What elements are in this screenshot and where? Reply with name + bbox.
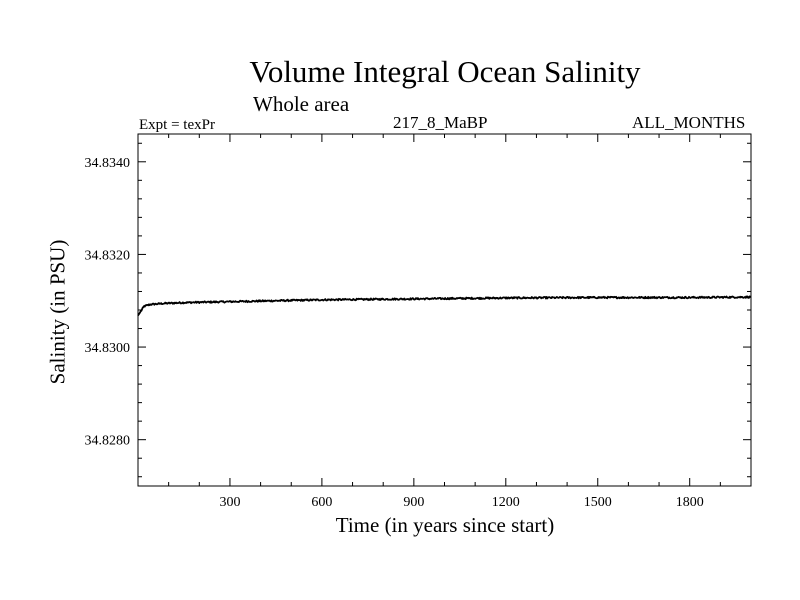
months-label: ALL_MONTHS <box>632 113 746 132</box>
x-tick-label: 600 <box>311 495 332 510</box>
y-tick-label: 34.8340 <box>85 156 131 171</box>
y-axis-label: Salinity (in PSU) <box>45 239 70 385</box>
x-tick-label: 1800 <box>676 495 704 510</box>
chart-title: Volume Integral Ocean Salinity <box>249 54 641 89</box>
x-axis-label: Time (in years since start) <box>335 513 555 537</box>
x-tick-label: 1500 <box>584 495 612 510</box>
x-tick-label: 1200 <box>492 495 520 510</box>
experiment-label: Expt = texPr <box>139 117 215 133</box>
x-tick-label: 300 <box>219 495 240 510</box>
y-tick-label: 34.8300 <box>85 341 131 356</box>
salinity-series-line <box>137 295 752 317</box>
x-tick-label: 900 <box>403 495 424 510</box>
y-tick-label: 34.8320 <box>85 248 131 263</box>
y-tick-label: 34.8280 <box>85 434 131 449</box>
chart-subtitle: Whole area <box>253 92 350 116</box>
plot-frame <box>137 133 752 487</box>
run-label: 217_8_MaBP <box>393 113 488 132</box>
